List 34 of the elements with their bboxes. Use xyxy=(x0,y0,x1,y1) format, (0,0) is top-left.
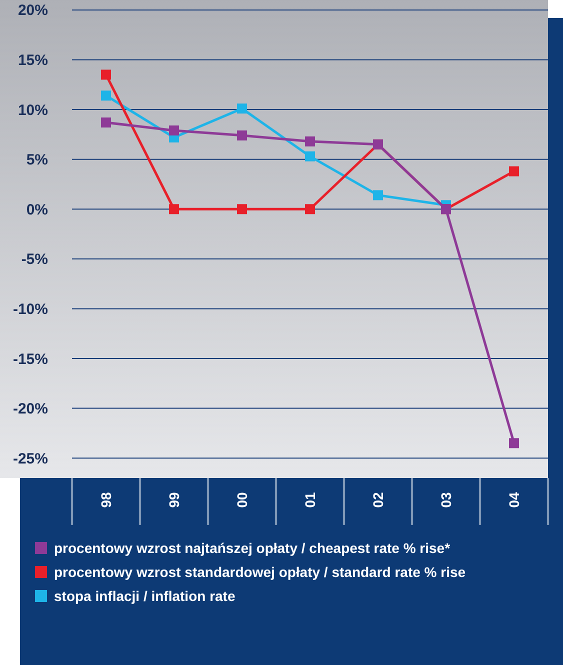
y-tick-label: -5% xyxy=(21,251,48,268)
x-tick-label: 98 xyxy=(98,492,114,508)
y-tick-label: 10% xyxy=(18,102,48,119)
legend-label: procentowy wzrost najtańszej opłaty / cheapest rate % rise* xyxy=(54,540,451,556)
point xyxy=(101,70,111,80)
y-tick-label: 0% xyxy=(26,201,48,218)
x-tick-label: 01 xyxy=(302,492,318,508)
y-tick-label: -20% xyxy=(12,400,48,418)
point xyxy=(101,90,111,101)
point xyxy=(509,438,519,448)
x-tick-label: 02 xyxy=(370,492,386,508)
point xyxy=(305,151,315,162)
x-tick-label: 04 xyxy=(506,492,522,508)
point xyxy=(305,204,315,214)
x-tick-label: 99 xyxy=(166,492,182,508)
point xyxy=(509,166,519,176)
y-tick-label: -15% xyxy=(12,350,48,368)
point xyxy=(237,130,247,140)
y-tick-label: -10% xyxy=(12,300,48,318)
y-tick-label: 5% xyxy=(26,152,48,169)
point xyxy=(237,104,247,114)
point xyxy=(373,190,383,200)
x-tick-label: 03 xyxy=(438,492,454,508)
legend-label: stopa inflacji / inflation rate xyxy=(54,588,236,604)
y-tick-label: 20% xyxy=(18,2,48,20)
point xyxy=(237,204,247,214)
point xyxy=(169,125,179,136)
legend-label: procentowy wzrost standardowej opłaty / standard rate % rise xyxy=(54,564,466,580)
y-tick-label: 15% xyxy=(18,52,48,69)
point xyxy=(169,204,179,214)
point xyxy=(305,136,315,146)
x-tick-label: 00 xyxy=(234,492,250,508)
y-tick-label: -25% xyxy=(12,450,48,468)
point xyxy=(101,117,111,128)
